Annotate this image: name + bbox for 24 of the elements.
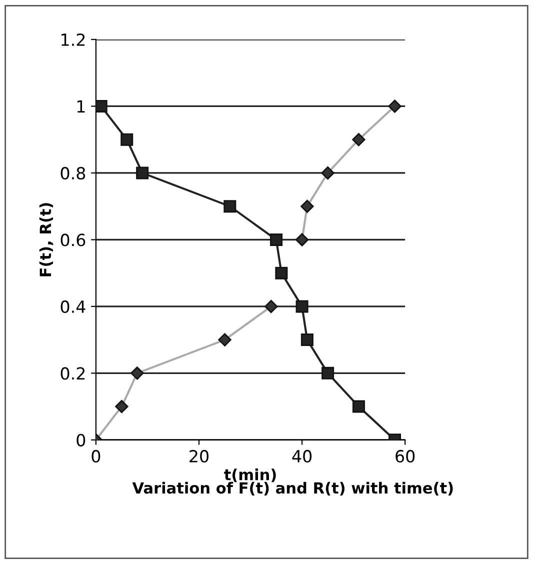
y-axis-title: F(t), R(t)	[39, 203, 54, 276]
y-tick-label: 0.8	[60, 166, 86, 180]
point	[300, 334, 314, 346]
x-axis-title: t(min)	[224, 468, 276, 482]
point	[224, 200, 236, 213]
x-tick-label: 60	[396, 450, 415, 463]
point	[296, 300, 308, 313]
point	[120, 133, 134, 146]
x-tick-label: 0	[92, 450, 100, 463]
y-tick-label: 0.4	[60, 300, 86, 314]
point	[96, 100, 108, 112]
point	[270, 233, 283, 246]
x-tick-label: 20	[190, 450, 208, 463]
x-tick-label: 40	[292, 450, 312, 463]
point	[322, 366, 334, 380]
y-tick-label: 0.2	[60, 367, 85, 380]
y-tick-label: 0	[76, 434, 86, 446]
point	[136, 166, 149, 180]
point	[275, 266, 288, 280]
y-tick-label: 0.6	[60, 234, 86, 246]
y-tick-label: 1.2	[62, 33, 85, 46]
text: Variation of F(t) and R(t) with time(t)	[132, 482, 453, 496]
point	[352, 400, 365, 413]
y-tick-label: 1	[77, 100, 85, 113]
